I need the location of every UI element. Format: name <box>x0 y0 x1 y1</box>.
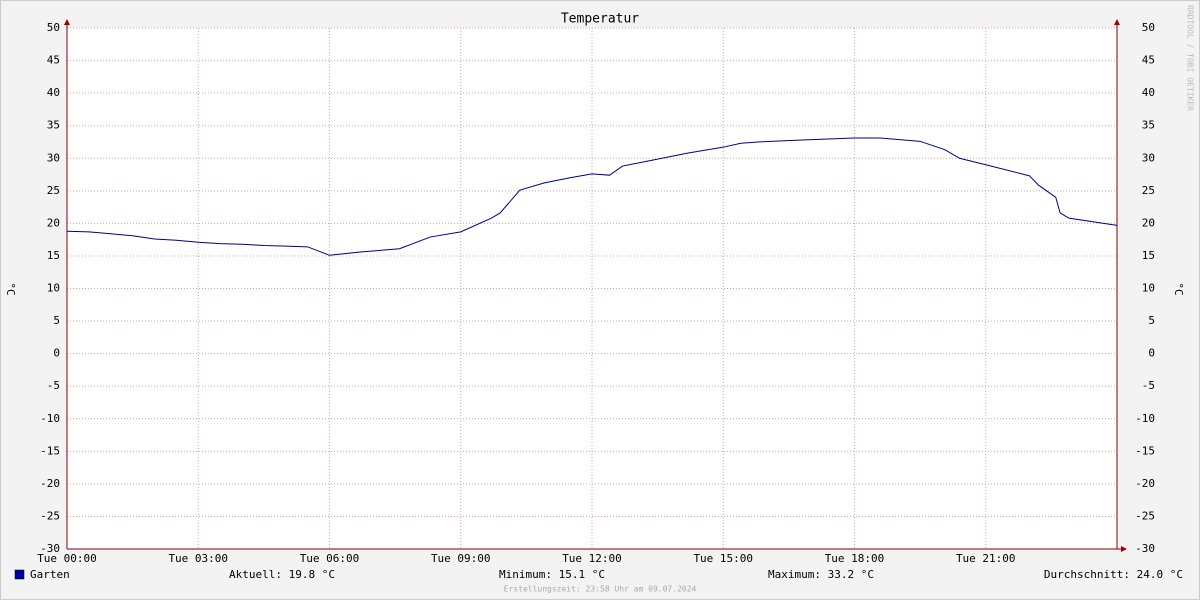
axis-arrow <box>1121 546 1127 552</box>
y2-tick-label: 25 <box>1142 184 1155 197</box>
y-tick-label: -5 <box>47 379 60 392</box>
axis-arrow <box>1114 19 1120 25</box>
y-tick-label: 20 <box>47 216 60 229</box>
y-tick-label: 50 <box>47 21 60 34</box>
y2-tick-label: -30 <box>1135 542 1155 555</box>
x-tick-label: Tue 12:00 <box>562 552 622 565</box>
y2-tick-label: -25 <box>1135 509 1155 522</box>
y-tick-label: 30 <box>47 151 60 164</box>
y-tick-label: -25 <box>40 509 60 522</box>
x-tick-label: Tue 03:00 <box>168 552 228 565</box>
y-tick-label: 45 <box>47 54 60 67</box>
y2-axis-label: °C <box>1172 282 1185 295</box>
y-tick-label: -15 <box>40 444 60 457</box>
y-tick-label: 15 <box>47 249 60 262</box>
y2-tick-label: 20 <box>1142 216 1155 229</box>
y2-tick-label: 45 <box>1142 54 1155 67</box>
data-line <box>66 137 1118 256</box>
legend-stat: Aktuell: 19.8 °C <box>229 568 335 581</box>
chart-title: Temperatur <box>561 12 639 27</box>
x-tick-label: Tue 15:00 <box>693 552 753 565</box>
x-tick-label: Tue 06:00 <box>300 552 360 565</box>
y2-tick-label: -10 <box>1135 412 1155 425</box>
y-axis-label: °C <box>4 282 17 295</box>
x-tick-label: Tue 00:00 <box>37 552 97 565</box>
y2-tick-label: -15 <box>1135 444 1155 457</box>
y2-tick-label: 50 <box>1142 21 1155 34</box>
y2-tick-label: 30 <box>1142 151 1155 164</box>
y2-tick-label: 40 <box>1142 86 1155 99</box>
y-tick-label: 5 <box>53 314 60 327</box>
y-tick-label: 0 <box>53 347 60 360</box>
y-tick-label: 40 <box>47 86 60 99</box>
legend-label: Garten <box>30 568 70 581</box>
legend-stat: Minimum: 15.1 °C <box>499 568 605 581</box>
y2-tick-label: 15 <box>1142 249 1155 262</box>
axis-arrow <box>64 19 70 25</box>
legend-stat: Maximum: 33.2 °C <box>768 568 874 581</box>
y-tick-label: -30 <box>40 542 60 555</box>
y2-tick-label: 5 <box>1148 314 1155 327</box>
x-tick-label: Tue 18:00 <box>825 552 885 565</box>
x-tick-label: Tue 09:00 <box>431 552 491 565</box>
legend-stat: Durchschnitt: 24.0 °C <box>1044 568 1183 581</box>
y2-tick-label: -5 <box>1142 379 1155 392</box>
y2-tick-label: 10 <box>1142 282 1155 295</box>
y-tick-label: -10 <box>40 412 60 425</box>
y2-tick-label: -20 <box>1135 477 1155 490</box>
created-note: Erstellungszeit: 23:58 Uhr am 09.07.2024 <box>504 585 697 594</box>
y-tick-label: 35 <box>47 119 60 132</box>
watermark: RRDTOOL / TOBI OETIKER <box>1186 5 1195 111</box>
legend-swatch <box>14 569 25 580</box>
y-tick-label: -20 <box>40 477 60 490</box>
x-tick-label: Tue 21:00 <box>956 552 1016 565</box>
y2-tick-label: 0 <box>1148 347 1155 360</box>
y2-tick-label: 35 <box>1142 119 1155 132</box>
y-tick-label: 25 <box>47 184 60 197</box>
y-tick-label: 10 <box>47 282 60 295</box>
